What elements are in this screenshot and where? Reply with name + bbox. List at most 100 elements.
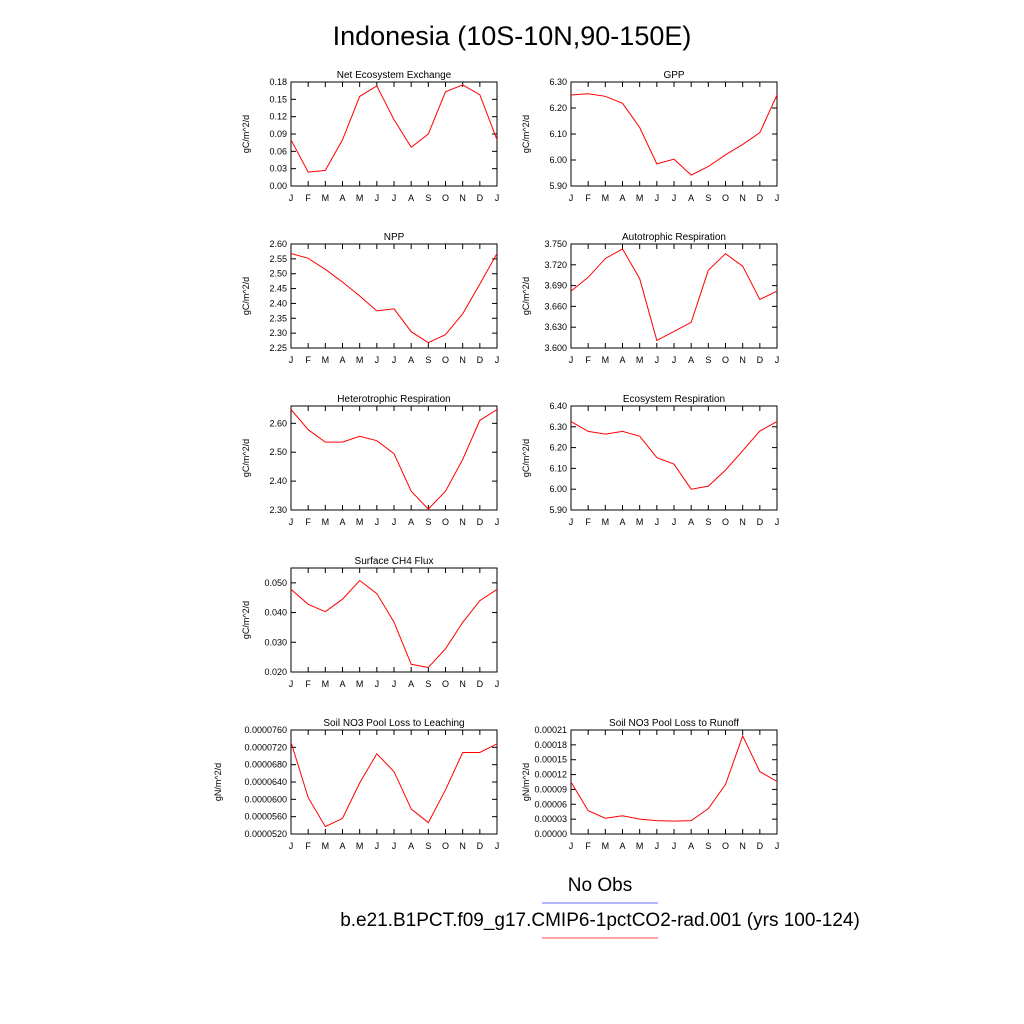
data-point [410,146,412,148]
y-tick-label: 0.15 [269,94,287,104]
x-tick-label: J [392,193,397,203]
x-tick-label: J [655,517,660,527]
data-point [570,290,572,292]
y-tick-label: 5.90 [549,181,567,191]
y-tick-label: 2.40 [269,298,287,308]
data-point [638,277,640,279]
y-axis-label: gC/m^2/d [521,277,531,315]
data-point [324,169,326,171]
data-point [461,621,463,623]
x-tick-label: J [655,841,660,851]
data-point [570,781,572,783]
x-tick-label: D [477,193,484,203]
data-point [496,743,498,745]
figure-title: Indonesia (10S-10N,90-150E) [333,21,692,51]
y-tick-label: 5.90 [549,505,567,515]
data-point [656,456,658,458]
data-point [358,95,360,97]
data-point [496,252,498,254]
plot-frame [290,405,498,511]
plot-frame [290,567,498,673]
data-point [341,598,343,600]
x-tick-label: F [305,355,311,365]
x-tick-label: N [459,841,466,851]
data-point [741,265,743,267]
data-point [673,463,675,465]
series-line [290,84,498,173]
x-tick-label: O [722,193,729,203]
y-tick-label: 0.020 [264,667,287,677]
y-tick-label: 0.0000760 [244,725,287,735]
data-point [410,490,412,492]
x-tick-label: J [775,841,780,851]
x-tick-label: J [495,517,500,527]
data-point [776,290,778,292]
series-line [570,734,778,822]
y-tick-label: 6.00 [549,155,567,165]
x-tick-label: J [775,355,780,365]
data-point [741,735,743,737]
data-point [341,139,343,141]
data-point [444,648,446,650]
series-line [290,409,498,510]
x-tick-label: J [375,517,380,527]
y-tick-label: 6.40 [549,401,567,411]
data-point [307,257,309,259]
y-tick-label: 0.0000560 [244,812,287,822]
x-tick-label: D [477,841,484,851]
y-axis-label: gC/m^2/d [241,115,251,153]
panel-title: Heterotrophic Respiration [337,394,450,405]
data-point [479,94,481,96]
data-point [376,85,378,87]
x-tick-label: M [322,841,330,851]
data-point [444,91,446,93]
x-tick-label: M [356,679,364,689]
x-tick-label: J [775,517,780,527]
data-point [376,439,378,441]
x-tick-label: J [495,193,500,203]
x-tick-label: D [757,517,764,527]
data-point [410,330,412,332]
data-point [444,789,446,791]
x-tick-label: J [672,841,677,851]
panel-9: Soil NO3 Pool Loss to Leaching gN/m^2/d J F… [213,718,499,851]
data-point [690,174,692,176]
data-point [358,782,360,784]
x-tick-label: J [495,355,500,365]
data-point [759,430,761,432]
x-tick-label: M [636,355,644,365]
data-point [427,666,429,668]
data-point [341,441,343,443]
x-tick-label: O [442,841,449,851]
y-tick-label: 0.0000600 [244,794,287,804]
data-point [290,252,292,254]
data-point [307,428,309,430]
y-tick-label: 2.50 [269,269,287,279]
data-point [496,408,498,410]
x-tick-label: J [289,841,294,851]
data-point [759,132,761,134]
x-tick-label: A [619,517,625,527]
y-tick-label: 0.030 [264,637,287,647]
data-point [587,430,589,432]
x-tick-label: A [339,517,345,527]
x-tick-label: A [688,517,694,527]
y-tick-label: 0.00003 [534,814,567,824]
panel-title: Surface CH4 Flux [355,556,434,567]
y-tick-label: 0.0000520 [244,829,287,839]
y-axis-label: gC/m^2/d [521,439,531,477]
x-tick-label: N [459,517,466,527]
data-point [570,94,572,96]
panel-title: Autotrophic Respiration [622,232,726,243]
x-tick-label: O [722,841,729,851]
legend-label-1: No Obs [568,875,632,896]
x-tick-label: A [688,193,694,203]
data-point [604,433,606,435]
legend-label-2: b.e21.B1PCT.f09_g17.CMIP6-1pctCO2-rad.00… [340,910,860,931]
x-tick-label: J [289,193,294,203]
data-point [427,341,429,343]
y-axis-label: gC/m^2/d [521,115,531,153]
